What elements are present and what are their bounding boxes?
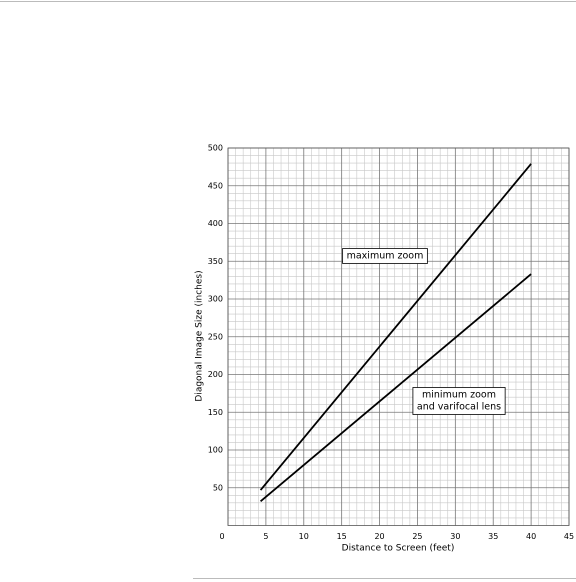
y-tick-label: 200 bbox=[208, 370, 223, 379]
x-tick-label: 15 bbox=[337, 532, 347, 541]
x-axis-label: Distance to Screen (feet) bbox=[342, 544, 455, 554]
x-tick-label: 40 bbox=[526, 532, 536, 541]
x-tick-label: 30 bbox=[450, 532, 460, 541]
annotation-text: minimum zoom bbox=[422, 390, 496, 401]
x-tick-label: 10 bbox=[299, 532, 309, 541]
annotation-text: maximum zoom bbox=[347, 251, 424, 262]
annotation-text: and varifocal lens bbox=[417, 402, 501, 413]
series-line bbox=[260, 273, 532, 503]
x-tick-label: 5 bbox=[263, 532, 268, 541]
y-tick-label: 50 bbox=[213, 483, 223, 492]
annotation-box bbox=[342, 248, 428, 264]
y-tick-label: 100 bbox=[208, 446, 223, 455]
x-tick-label: 0 bbox=[219, 532, 224, 541]
grid bbox=[227, 147, 570, 526]
x-tick-label: 45 bbox=[564, 532, 574, 541]
series-line bbox=[259, 163, 532, 491]
y-tick-label: 300 bbox=[208, 295, 223, 304]
x-tick-label: 25 bbox=[412, 532, 422, 541]
y-tick-label: 150 bbox=[208, 408, 223, 417]
y-tick-label: 350 bbox=[208, 257, 223, 266]
y-tick-label: 250 bbox=[208, 332, 223, 341]
x-tick-label: 35 bbox=[488, 532, 498, 541]
y-tick-label: 450 bbox=[208, 181, 223, 190]
y-tick-label: 400 bbox=[208, 219, 223, 228]
y-axis-label: Diagonal Image Size (inches) bbox=[195, 270, 205, 401]
annotation-box bbox=[412, 387, 506, 415]
plot-frame bbox=[227, 147, 570, 526]
x-tick-label: 20 bbox=[374, 532, 384, 541]
annotation: maximum zoom bbox=[342, 248, 428, 264]
y-tick-label: 500 bbox=[208, 144, 223, 153]
